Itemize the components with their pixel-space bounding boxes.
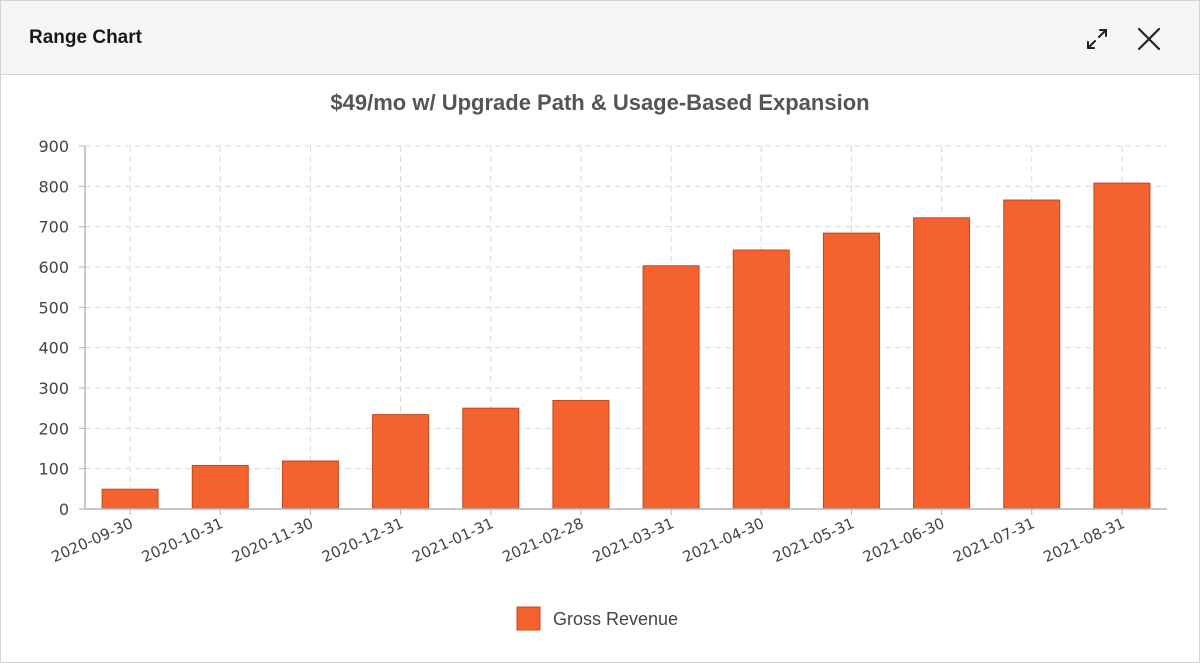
bar[interactable] xyxy=(822,232,880,510)
bar[interactable] xyxy=(913,217,971,510)
expand-icon xyxy=(1087,29,1107,49)
y-tick-label: 400 xyxy=(38,339,69,358)
y-tick-label: 200 xyxy=(38,419,69,438)
legend-swatch xyxy=(516,606,541,631)
legend-label: Gross Revenue xyxy=(553,609,678,629)
x-tick-label: 2021-08-31 xyxy=(1041,514,1128,566)
close-icon xyxy=(1137,27,1161,51)
bar[interactable] xyxy=(191,464,249,510)
x-tick-label: 2020-11-30 xyxy=(229,514,316,566)
x-tick-label: 2021-03-31 xyxy=(590,514,677,566)
bar[interactable] xyxy=(372,414,430,510)
chart-title: $49/mo w/ Upgrade Path & Usage-Based Exp… xyxy=(330,90,869,115)
x-tick-label: 2020-09-30 xyxy=(49,514,136,566)
y-tick-label: 300 xyxy=(38,379,69,398)
bar[interactable] xyxy=(281,460,339,510)
bar[interactable] xyxy=(462,407,520,510)
bar[interactable] xyxy=(1093,182,1151,510)
y-tick-label: 100 xyxy=(38,460,69,479)
bar[interactable] xyxy=(1003,199,1061,510)
x-tick-label: 2021-06-30 xyxy=(860,514,947,566)
x-tick-label: 2021-04-30 xyxy=(680,514,767,566)
close-button[interactable] xyxy=(1135,25,1163,53)
bar-chart: $49/mo w/ Upgrade Path & Usage-Based Exp… xyxy=(38,90,1167,631)
expand-button[interactable] xyxy=(1083,25,1111,53)
x-tick-label: 2021-01-31 xyxy=(409,514,496,566)
dialog-header: Range Chart xyxy=(1,1,1199,75)
bar[interactable] xyxy=(642,265,700,510)
x-tick-label: 2020-10-31 xyxy=(139,514,226,566)
y-tick-label: 500 xyxy=(38,298,69,317)
bar[interactable] xyxy=(552,400,610,510)
x-tick-label: 2021-02-28 xyxy=(500,514,587,566)
dialog-title: Range Chart xyxy=(29,27,142,48)
y-tick-label: 800 xyxy=(38,177,69,196)
y-tick-label: 700 xyxy=(38,218,69,237)
x-tick-label: 2021-07-31 xyxy=(950,514,1037,566)
bar[interactable] xyxy=(101,488,159,510)
bar[interactable] xyxy=(732,249,790,510)
x-tick-label: 2020-12-31 xyxy=(319,514,406,566)
y-tick-label: 900 xyxy=(38,137,69,156)
legend-item[interactable]: Gross Revenue xyxy=(516,606,678,631)
y-tick-label: 0 xyxy=(59,500,69,519)
y-tick-label: 600 xyxy=(38,258,69,277)
x-tick-label: 2021-05-31 xyxy=(770,514,857,566)
chart-area: $49/mo w/ Upgrade Path & Usage-Based Exp… xyxy=(1,75,1199,662)
